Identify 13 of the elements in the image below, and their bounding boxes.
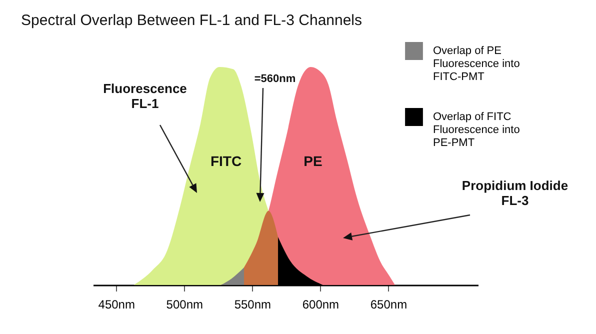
annotation: PE [304,153,322,169]
x-tick-label: 450nm [98,298,135,312]
x-tick-label: 550nm [234,298,272,312]
annotation: Fluorescence FL-1 [103,81,187,111]
legend-label: Overlap of FITC Fluorescence into PE-PMT [433,111,520,149]
legend-label: Overlap of PE Fluorescence into FITC-PMT [433,45,520,83]
annotation: =560nm [254,73,296,85]
annotation: Propidium Iodide FL-3 [462,178,568,208]
annotation: FITC [210,153,242,169]
x-tick-label: 500nm [166,298,203,312]
x-tick-label: 600nm [302,298,340,312]
x-tick-label: 650nm [370,298,408,312]
chart-title: Spectral Overlap Between FL-1 and FL-3 Channels [21,12,362,29]
